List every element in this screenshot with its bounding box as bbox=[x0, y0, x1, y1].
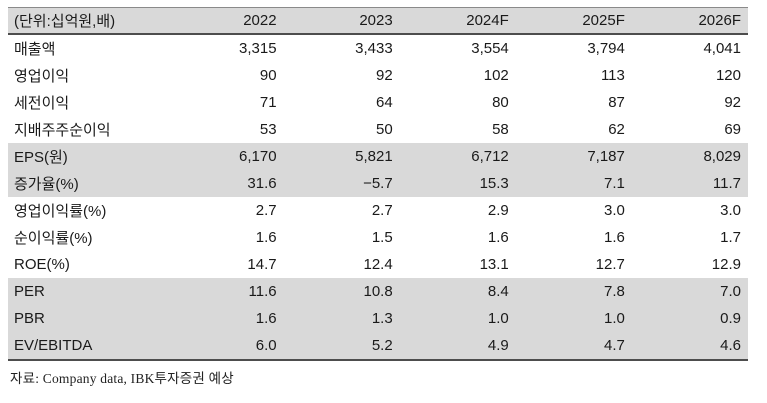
cell-value: 3.0 bbox=[604, 202, 625, 219]
row-label: 영업이익률(%) bbox=[14, 203, 107, 220]
cell-value: 2.9 bbox=[487, 202, 509, 219]
cell-value: 10.8 bbox=[283, 278, 400, 305]
column-header: 2023 bbox=[283, 7, 400, 35]
cell-value: 7.8 bbox=[515, 278, 632, 305]
cell-value: 4.7 bbox=[515, 332, 632, 360]
cell-value: 5,821 bbox=[283, 143, 400, 170]
cell-value: 1.3 bbox=[283, 305, 400, 332]
cell-value: 3,554 bbox=[471, 40, 509, 57]
cell-value: 11.6 bbox=[167, 278, 284, 305]
row-label: 영업이익 bbox=[14, 68, 70, 85]
cell-value: 11.7 bbox=[631, 170, 748, 197]
cell-value: 3,794 bbox=[587, 40, 625, 57]
cell-value: 12.9 bbox=[711, 256, 741, 273]
cell-value: 1.5 bbox=[371, 229, 393, 246]
table-row: PBR 1.6 1.3 1.0 1.0 0.9 bbox=[8, 305, 748, 332]
cell-value: 31.6 bbox=[167, 170, 284, 197]
estimates-table: (단위:십억원,배) 2022 2023 2024F 2025F 2026F 매출액 3,… bbox=[8, 7, 748, 361]
row-label: PBR bbox=[8, 305, 168, 332]
cell-value: 1.6 bbox=[167, 305, 284, 332]
row-label: EPS(원) bbox=[8, 143, 168, 170]
table-row: EPS(원) 6,170 5,821 6,712 7,187 8,029 bbox=[8, 143, 748, 170]
cell-value: 2.7 bbox=[255, 202, 277, 219]
cell-value: 6,170 bbox=[167, 143, 284, 170]
cell-value: 1.0 bbox=[515, 305, 632, 332]
cell-value: 7.1 bbox=[515, 170, 632, 197]
source-note: 자료: Company data, IBK투자증권 예상 bbox=[10, 371, 234, 386]
row-label: PER bbox=[8, 278, 168, 305]
cell-value: 87 bbox=[608, 94, 625, 111]
cell-value: 1.6 bbox=[255, 229, 277, 246]
cell-value: 80 bbox=[492, 94, 509, 111]
row-label: 세전이익 bbox=[14, 95, 70, 112]
cell-value: 7,187 bbox=[515, 143, 632, 170]
table-row: 영업이익 90 92 102 113 120 bbox=[8, 62, 748, 89]
row-label: 매출액 bbox=[14, 41, 56, 58]
cell-value: 90 bbox=[259, 67, 277, 84]
cell-value: 71 bbox=[259, 94, 277, 111]
cell-value: 6.0 bbox=[167, 332, 284, 360]
cell-value: 12.4 bbox=[363, 256, 393, 273]
table-row: 순이익률(%) 1.6 1.5 1.6 1.6 1.7 bbox=[8, 224, 748, 251]
cell-value: 50 bbox=[376, 121, 393, 138]
table-row: PER 11.6 10.8 8.4 7.8 7.0 bbox=[8, 278, 748, 305]
cell-value: 3,315 bbox=[239, 40, 277, 57]
cell-value: 4,041 bbox=[703, 40, 741, 57]
table-row: 지배주주순이익 53 50 58 62 69 bbox=[8, 116, 748, 143]
table-row: 세전이익 71 64 80 87 92 bbox=[8, 89, 748, 116]
column-header: 2024F bbox=[399, 7, 516, 35]
header-row: (단위:십억원,배) 2022 2023 2024F 2025F 2026F bbox=[8, 7, 748, 35]
cell-value: 8,029 bbox=[631, 143, 748, 170]
cell-value: 92 bbox=[724, 94, 741, 111]
cell-value: 15.3 bbox=[399, 170, 516, 197]
cell-value: 1.6 bbox=[604, 229, 625, 246]
row-label: 지배주주순이익 bbox=[14, 122, 111, 139]
table-row: EV/EBITDA 6.0 5.2 4.9 4.7 4.6 bbox=[8, 332, 748, 360]
cell-value: 1.0 bbox=[399, 305, 516, 332]
cell-value: 4.9 bbox=[399, 332, 516, 360]
cell-value: 53 bbox=[259, 121, 277, 138]
cell-value: 0.9 bbox=[631, 305, 748, 332]
cell-value: 1.7 bbox=[720, 229, 741, 246]
column-header: 2025F bbox=[515, 7, 632, 35]
table-row: ROE(%) 14.7 12.4 13.1 12.7 12.9 bbox=[8, 251, 748, 278]
cell-value: 13.1 bbox=[479, 256, 509, 273]
cell-value: 7.0 bbox=[631, 278, 748, 305]
row-label: 증가율(%) bbox=[8, 170, 168, 197]
cell-value: 3.0 bbox=[720, 202, 741, 219]
cell-value: 58 bbox=[492, 121, 509, 138]
table-row: 영업이익률(%) 2.7 2.7 2.9 3.0 3.0 bbox=[8, 197, 748, 224]
cell-value: −5.7 bbox=[283, 170, 400, 197]
cell-value: 4.6 bbox=[631, 332, 748, 360]
column-header: 2026F bbox=[631, 7, 748, 35]
cell-value: 12.7 bbox=[595, 256, 625, 273]
cell-value: 120 bbox=[715, 67, 741, 84]
cell-value: 14.7 bbox=[247, 256, 277, 273]
cell-value: 69 bbox=[724, 121, 741, 138]
cell-value: 5.2 bbox=[283, 332, 400, 360]
report-snippet: (단위:십억원,배) 2022 2023 2024F 2025F 2026F 매출액 3,… bbox=[8, 7, 748, 386]
cell-value: 3,433 bbox=[355, 40, 393, 57]
table-body: 매출액 3,315 3,433 3,554 3,794 4,041 영업이익 90 92 102 1… bbox=[8, 34, 748, 360]
cell-value: 113 bbox=[600, 67, 625, 84]
table-row: 증가율(%) 31.6 −5.7 15.3 7.1 11.7 bbox=[8, 170, 748, 197]
cell-value: 2.7 bbox=[371, 202, 393, 219]
cell-value: 8.4 bbox=[399, 278, 516, 305]
unit-label: (단위:십억원,배) bbox=[8, 7, 168, 35]
cell-value: 102 bbox=[483, 67, 509, 84]
cell-value: 92 bbox=[376, 67, 393, 84]
row-label: 순이익률(%) bbox=[14, 230, 93, 247]
table-row: 매출액 3,315 3,433 3,554 3,794 4,041 bbox=[8, 34, 748, 62]
row-label: ROE(%) bbox=[14, 256, 70, 273]
cell-value: 64 bbox=[376, 94, 393, 111]
cell-value: 1.6 bbox=[487, 229, 509, 246]
row-label: EV/EBITDA bbox=[8, 332, 168, 360]
cell-value: 62 bbox=[608, 121, 625, 138]
column-header: 2022 bbox=[167, 7, 284, 35]
cell-value: 6,712 bbox=[399, 143, 516, 170]
